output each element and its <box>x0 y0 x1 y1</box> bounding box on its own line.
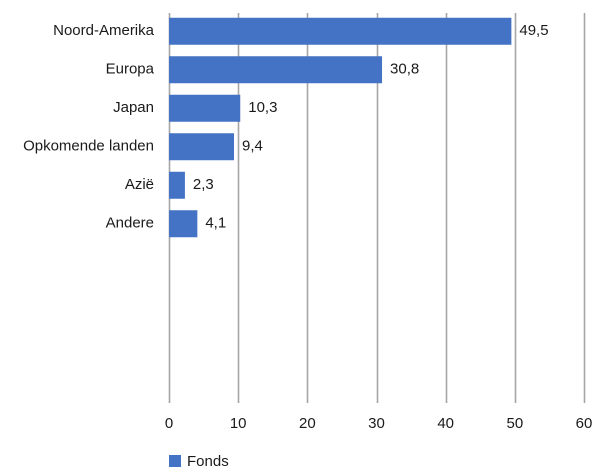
data-label: 10,3 <box>248 99 277 116</box>
category-label: Japan <box>113 99 154 116</box>
x-tick-label: 40 <box>437 415 454 432</box>
legend: Fonds <box>169 453 229 470</box>
category-label: Andere <box>106 215 154 232</box>
x-tick-labels: 0 10 20 30 40 50 60 <box>165 415 593 432</box>
bar <box>169 56 383 84</box>
category-label: Opkomende landen <box>23 138 154 155</box>
x-tick-label: 60 <box>576 415 593 432</box>
x-tick-label: 50 <box>506 415 523 432</box>
bar <box>169 94 241 122</box>
data-label: 30,8 <box>390 61 419 78</box>
category-label: Azië <box>125 176 154 193</box>
bar <box>169 171 185 199</box>
x-tick-label: 30 <box>368 415 385 432</box>
bars <box>169 17 512 238</box>
data-label: 4,1 <box>205 215 226 232</box>
legend-label: Fonds <box>187 453 229 470</box>
data-label: 49,5 <box>519 22 548 39</box>
data-label: 2,3 <box>193 176 214 193</box>
x-tick-label: 20 <box>299 415 316 432</box>
category-labels: Noord-Amerika Europa Japan Opkomende landen… <box>23 22 155 232</box>
legend-swatch <box>169 455 181 467</box>
data-label: 9,4 <box>242 138 263 155</box>
bar <box>169 210 198 238</box>
x-tick-label: 0 <box>165 415 173 432</box>
bar <box>169 133 235 161</box>
data-labels: 49,5 30,8 10,3 9,4 2,3 4,1 <box>193 22 549 232</box>
bar <box>169 17 512 45</box>
x-tick-label: 10 <box>230 415 247 432</box>
category-label: Noord-Amerika <box>53 22 155 39</box>
category-label: Europa <box>106 61 155 78</box>
